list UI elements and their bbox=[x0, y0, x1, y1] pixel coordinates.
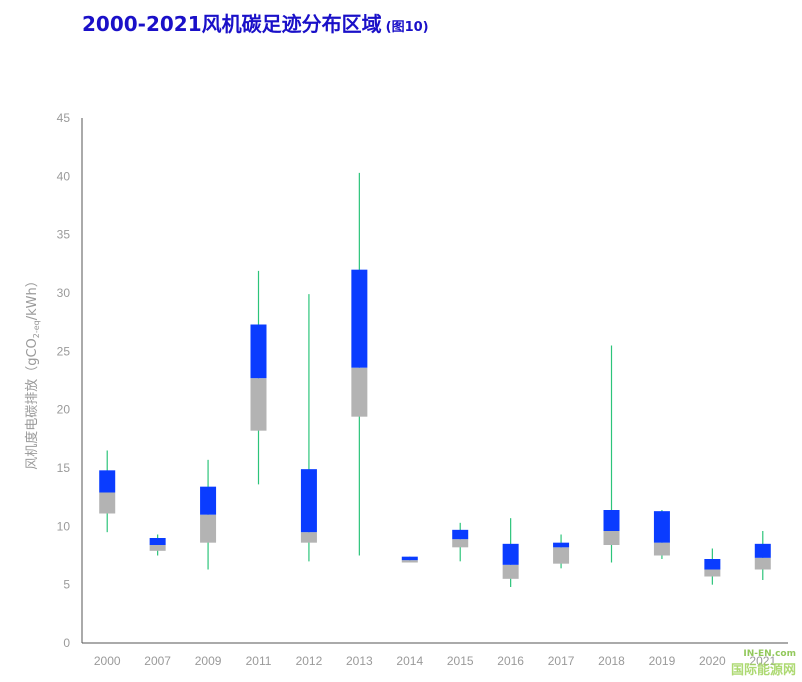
upper-box bbox=[300, 469, 317, 533]
box-2007 bbox=[149, 534, 166, 556]
x-tick-label: 2020 bbox=[699, 654, 726, 668]
box-2020 bbox=[704, 548, 721, 585]
box-2017 bbox=[553, 534, 570, 569]
lower-box bbox=[149, 545, 166, 551]
upper-box bbox=[553, 542, 570, 548]
y-tick-label: 20 bbox=[57, 403, 71, 417]
lower-box bbox=[250, 378, 267, 431]
upper-box bbox=[250, 324, 267, 379]
upper-box bbox=[200, 486, 217, 515]
watermark-text: 国际能源网 bbox=[730, 663, 796, 678]
x-tick-label: 2000 bbox=[94, 654, 121, 668]
y-tick-label: 40 bbox=[57, 169, 71, 183]
lower-box bbox=[754, 557, 771, 570]
box-2016 bbox=[502, 518, 519, 587]
upper-box bbox=[754, 543, 771, 558]
x-tick-label: 2016 bbox=[497, 654, 524, 668]
upper-box bbox=[704, 559, 721, 570]
upper-box bbox=[452, 529, 469, 540]
x-tick-label: 2009 bbox=[195, 654, 222, 668]
x-tick-label: 2018 bbox=[598, 654, 625, 668]
lower-box bbox=[200, 514, 217, 543]
watermark-domain: IN-EN.com bbox=[743, 649, 796, 659]
box-2021 bbox=[754, 531, 771, 580]
box-2000 bbox=[99, 450, 116, 533]
x-tick-label: 2017 bbox=[548, 654, 575, 668]
lower-box bbox=[653, 542, 670, 556]
upper-box bbox=[603, 510, 620, 531]
y-tick-label: 35 bbox=[57, 228, 71, 242]
lower-box bbox=[603, 531, 620, 545]
x-tick-label: 2011 bbox=[246, 654, 272, 668]
chart-title-text: 2000-2021风机碳足迹分布区域 bbox=[82, 12, 382, 36]
lower-box bbox=[99, 492, 116, 514]
x-axis: 2000 2007 2009 2011 2012 2013 2014 2015 2016 2017… bbox=[82, 642, 788, 668]
box-2015 bbox=[452, 522, 469, 562]
upper-box bbox=[653, 511, 670, 543]
lower-box bbox=[300, 532, 317, 543]
lower-box bbox=[502, 564, 519, 579]
y-tick-label: 5 bbox=[63, 578, 70, 592]
y-axis-label-subscript: 2-eq bbox=[32, 320, 41, 338]
x-tick-label: 2012 bbox=[296, 654, 323, 668]
x-tick-label: 2019 bbox=[649, 654, 676, 668]
y-axis: 0 5 10 15 20 25 30 35 40 45 bbox=[57, 111, 83, 650]
y-tick-label: 15 bbox=[57, 461, 71, 475]
y-tick-label: 25 bbox=[57, 344, 71, 358]
lower-box bbox=[553, 547, 570, 564]
upper-box bbox=[401, 556, 418, 561]
box-2009 bbox=[200, 459, 217, 570]
lower-box bbox=[704, 569, 721, 577]
box-2013 bbox=[351, 172, 368, 556]
watermark-logo: IN-EN.com 国际能源网 bbox=[731, 649, 796, 678]
y-axis-label: 风机度电碳排放（gCO2-eq/kWh） bbox=[24, 274, 41, 470]
y-axis-label-main: 风机度电碳排放（gCO bbox=[24, 338, 40, 470]
upper-box bbox=[149, 538, 166, 545]
x-tick-label: 2013 bbox=[346, 654, 373, 668]
box-2019 bbox=[653, 510, 670, 559]
lower-box bbox=[401, 560, 418, 563]
box-2018 bbox=[603, 345, 620, 563]
box-2012 bbox=[300, 294, 317, 562]
upper-box bbox=[351, 269, 368, 368]
box-2011 bbox=[250, 270, 267, 485]
chart-title-note: (图10) bbox=[385, 20, 429, 35]
upper-box bbox=[99, 470, 116, 493]
lower-box bbox=[351, 367, 368, 417]
upper-box bbox=[502, 543, 519, 565]
chart-title: 2000-2021风机碳足迹分布区域 (图10) bbox=[82, 8, 429, 37]
x-tick-label: 2014 bbox=[396, 654, 423, 668]
x-tick-label: 2007 bbox=[144, 654, 171, 668]
y-tick-label: 30 bbox=[57, 286, 71, 300]
y-tick-label: 0 bbox=[63, 636, 70, 650]
plot-area bbox=[99, 172, 771, 587]
x-tick-label: 2021 bbox=[749, 654, 776, 668]
y-tick-label: 10 bbox=[57, 519, 71, 533]
y-tick-label: 45 bbox=[57, 111, 71, 125]
y-axis-label-tail: /kWh） bbox=[25, 274, 40, 320]
x-tick-label: 2015 bbox=[447, 654, 474, 668]
lower-box bbox=[452, 539, 469, 548]
box-2014 bbox=[401, 556, 418, 563]
